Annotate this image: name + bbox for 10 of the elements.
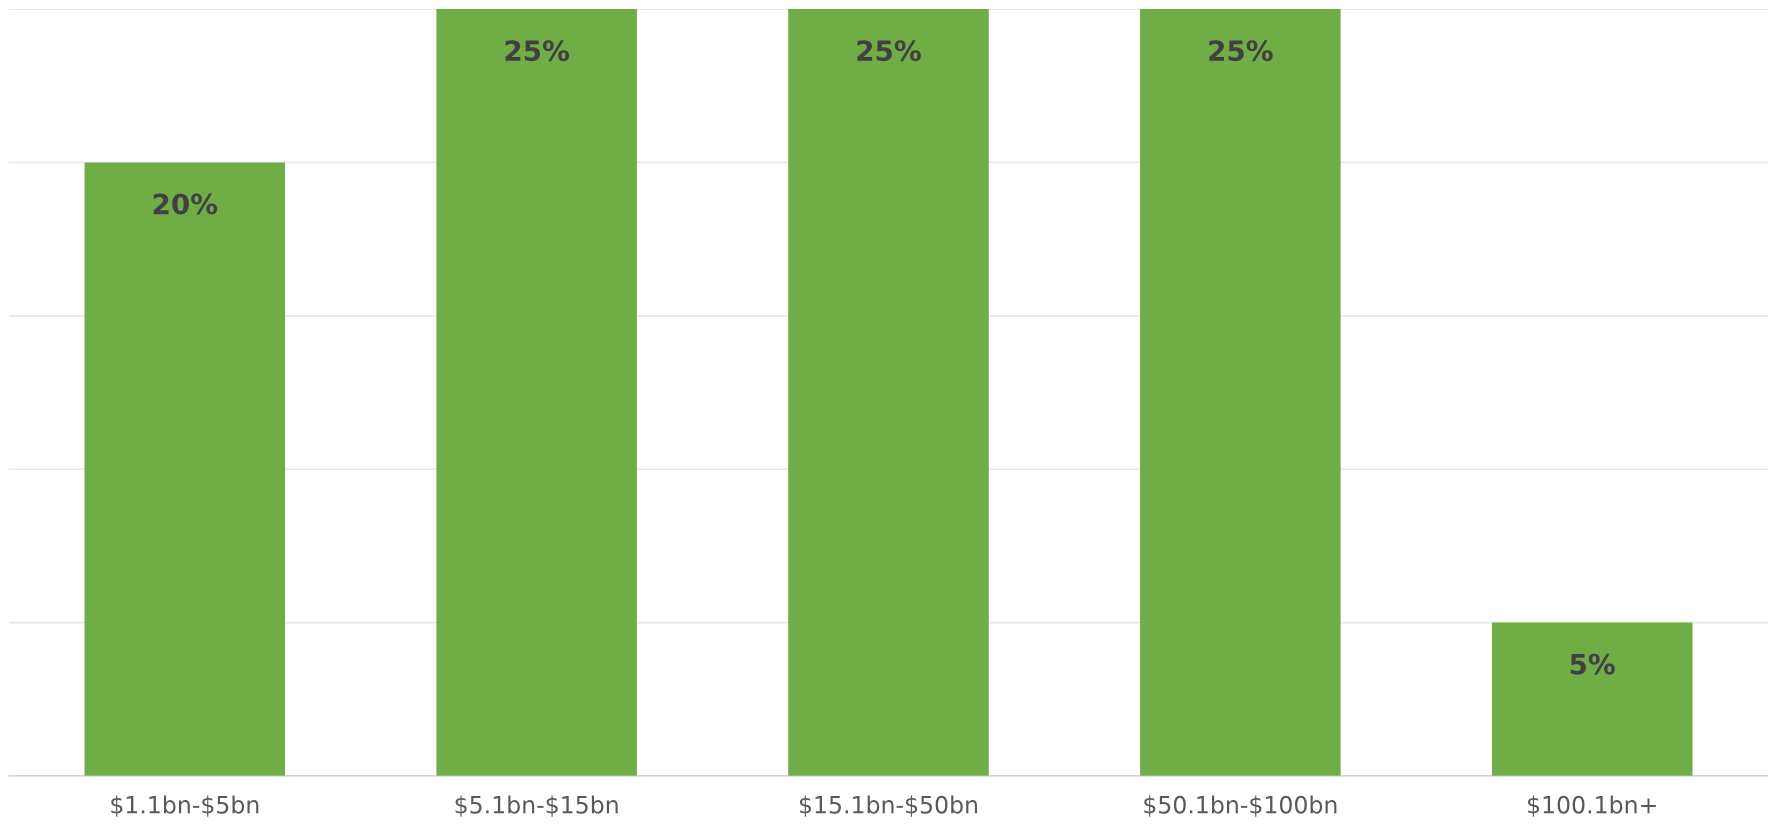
x-tick-label: $1.1bn-$5bn	[111, 795, 259, 817]
x-tick-label: $50.1bn-$100bn	[1144, 795, 1337, 817]
data-label: 25%	[505, 40, 570, 62]
data-label: 25%	[1209, 40, 1273, 62]
data-label: 5%	[1570, 653, 1615, 675]
x-tick-label: $15.1bn-$50bn	[799, 795, 978, 817]
x-tick-label: $5.1bn-$15bn	[455, 795, 618, 817]
data-label: 20%	[153, 193, 218, 215]
data-label: 25%	[857, 40, 921, 62]
x-tick-label: $100.1bn+	[1527, 795, 1656, 817]
